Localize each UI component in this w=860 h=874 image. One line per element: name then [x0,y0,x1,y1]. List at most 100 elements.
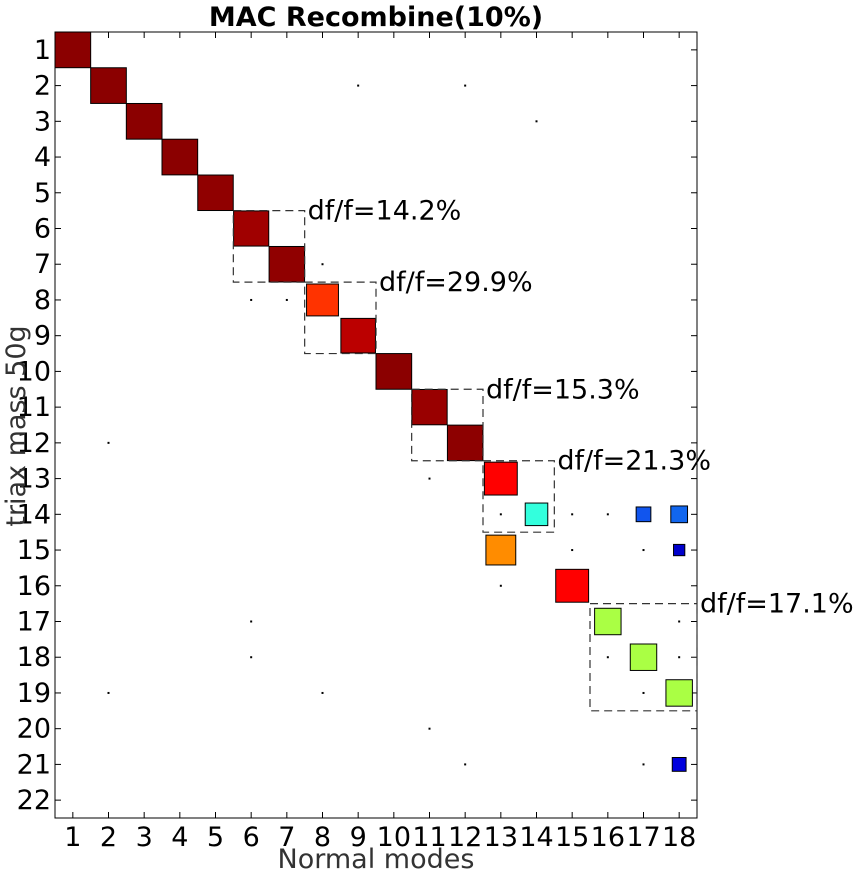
mac-cell [306,283,339,317]
df-annotation: df/f=14.2% [308,196,462,227]
small-value-dot [107,691,110,694]
mode-pair-box [411,388,484,462]
x-tick-label: 17 [626,822,660,853]
mac-cell [233,210,270,247]
small-value-dot [428,727,431,730]
mac-cell [268,245,306,283]
mac-cell [671,757,687,772]
y-tick-label: 5 [34,178,51,209]
small-value-dot [606,513,609,516]
y-tick-label: 17 [17,607,51,638]
mac-cell [629,643,658,671]
mac-cell [665,679,693,707]
plot-frame [54,31,698,819]
x-tick-label: 14 [519,822,553,853]
mac-cells [54,31,693,772]
y-tick-label: 13 [17,464,51,495]
small-value-dot [642,691,645,694]
x-tick-label: 15 [555,822,589,853]
small-value-dot [464,763,467,766]
small-value-dot [571,513,574,516]
mac-cell [483,461,518,496]
small-value-dot [250,620,253,623]
small-value-dot [499,584,502,587]
small-value-dot [535,120,538,123]
small-value-dot [464,84,467,87]
small-value-dot [285,298,288,301]
small-value-dot [678,656,681,659]
y-tick-label: 19 [17,678,51,709]
y-tick-label: 11 [17,392,51,423]
df-annotation: df/f=15.3% [486,374,640,405]
small-value-dot [606,656,609,659]
x-tick-label: 11 [412,822,446,853]
x-tick-label: 3 [136,822,153,853]
mac-cell [446,424,484,462]
mac-cell [555,568,590,603]
mac-cell [340,317,376,354]
mac-cell [125,102,163,140]
mac-cell [524,502,549,527]
mac-cell [90,67,127,104]
small-value-dot [571,549,574,552]
y-tick-label: 10 [17,356,51,387]
x-tick-label: 9 [350,822,367,853]
y-tick-label: 22 [17,785,51,816]
y-tick-label: 14 [17,499,51,530]
df-annotation: df/f=17.1% [700,589,854,620]
mac-cell [375,353,413,390]
mac-cell [635,506,652,523]
small-value-dot [321,263,324,266]
x-tick-label: 12 [448,822,482,853]
mac-cell [54,31,92,69]
mac-cell [594,607,622,636]
y-tick-label: 16 [17,571,51,602]
mac-cell [197,174,234,212]
x-tick-label: 6 [243,822,260,853]
y-tick-label: 12 [17,428,51,459]
small-value-dot [321,691,324,694]
x-tick-label: 1 [64,822,81,853]
x-tick-labels: 1 2 3 4 5 6 7 8 9 10 11 12 13 14 15 16 17 18 [64,822,696,853]
y-tick-label: 6 [34,214,51,245]
y-tick-label: 7 [34,249,51,280]
df-annotations: df/f=14.2% df/f=29.9% df/f=15.3% df/f=21.3%… [308,196,854,620]
mac-cell [673,543,686,557]
y-tick-label: 20 [17,714,51,745]
mac-cell [670,505,689,524]
x-tick-label: 8 [314,822,331,853]
y-tick-label: 15 [17,535,51,566]
x-tick-label: 13 [484,822,518,853]
x-tick-label: 10 [377,822,411,853]
dashed-mode-boxes [232,210,698,712]
mac-cell [161,138,199,176]
x-axis-label: Normal modes [278,844,475,874]
x-tick-label: 7 [278,822,295,853]
y-tick-label: 8 [34,285,51,316]
small-value-dot [642,763,645,766]
mode-pair-box [482,460,555,533]
small-value-markers [107,84,681,766]
small-value-dot [250,298,253,301]
axis-ticks [55,32,697,818]
chart-title: MAC Recombine(10%) [209,2,543,33]
y-tick-label: 21 [17,749,51,780]
small-value-dot [642,549,645,552]
small-value-dot [107,441,110,444]
small-value-dot [428,477,431,480]
y-axis-label: triax mass 50g [1,325,32,526]
df-annotation: df/f=21.3% [557,446,711,477]
mac-cell [485,534,517,566]
x-tick-label: 5 [207,822,224,853]
y-tick-label: 2 [34,71,51,102]
y-tick-label: 18 [17,642,51,673]
x-tick-label: 4 [171,822,188,853]
y-tick-label: 3 [34,106,51,137]
x-tick-label: 16 [591,822,625,853]
mac-cell [411,388,448,426]
y-tick-label: 1 [34,35,51,66]
small-value-dot [250,656,253,659]
y-tick-label: 4 [34,142,51,173]
